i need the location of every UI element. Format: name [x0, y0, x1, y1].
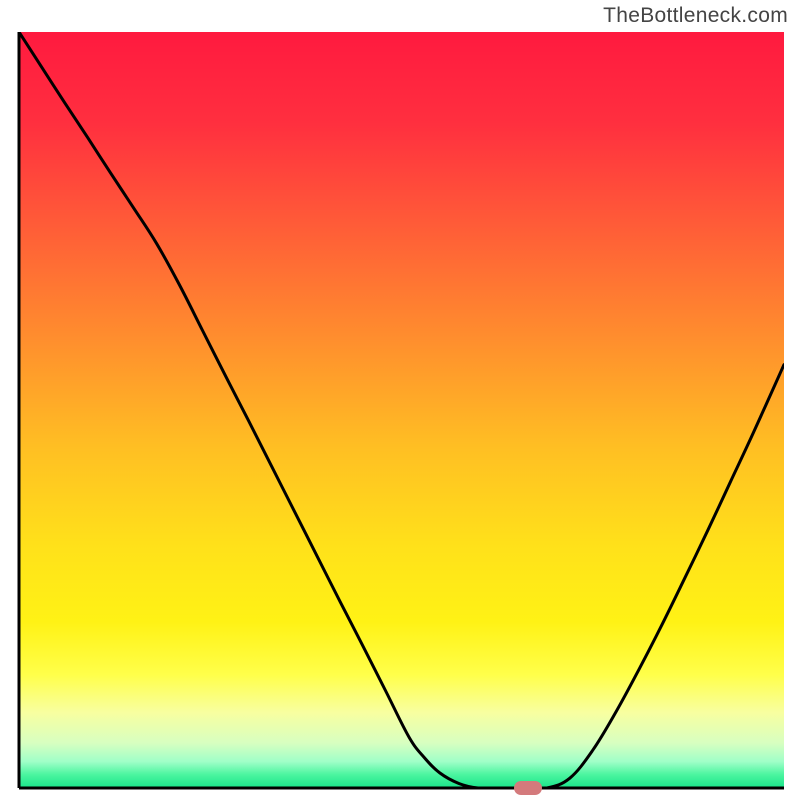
- gradient-background: [19, 32, 784, 788]
- bottleneck-chart: TheBottleneck.com: [0, 0, 800, 800]
- chart-svg: [0, 0, 800, 800]
- watermark-text: TheBottleneck.com: [603, 4, 788, 28]
- sweet-spot-marker: [514, 781, 542, 795]
